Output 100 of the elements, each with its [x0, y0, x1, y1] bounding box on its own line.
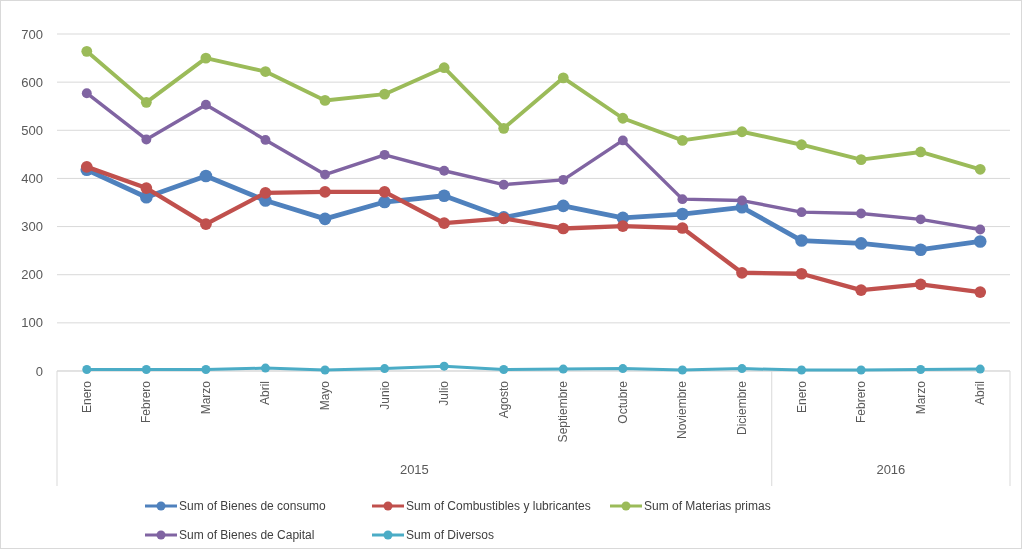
x-tick-label: Noviembre	[675, 380, 690, 440]
point	[141, 365, 151, 375]
point	[320, 365, 330, 375]
point	[320, 169, 330, 180]
x-tick-label: Febrero	[139, 380, 154, 424]
point	[380, 364, 390, 374]
point	[140, 182, 153, 194]
y-tick-label: 100	[21, 315, 43, 331]
point	[556, 199, 570, 213]
point	[617, 112, 629, 124]
point	[558, 174, 569, 185]
point	[557, 222, 570, 235]
point	[81, 45, 93, 57]
point	[916, 365, 926, 375]
point	[974, 163, 986, 175]
point	[914, 278, 927, 291]
legend-label: Sum of Diversos	[406, 528, 495, 543]
text: 2016	[876, 462, 906, 477]
point	[200, 99, 211, 110]
point	[439, 165, 450, 176]
x-tick-label: Abril	[258, 381, 273, 406]
x-tick-label: Enero	[79, 380, 94, 414]
point	[80, 161, 93, 173]
point	[438, 217, 451, 230]
point	[498, 179, 509, 190]
point	[378, 195, 391, 209]
point	[439, 361, 449, 371]
point	[260, 134, 271, 145]
point	[795, 234, 808, 247]
point	[677, 135, 688, 146]
y-tick-label: 700	[21, 26, 43, 42]
point	[616, 220, 629, 232]
point	[319, 95, 331, 106]
point	[378, 186, 391, 198]
point	[260, 363, 270, 373]
point	[617, 135, 628, 146]
legend-label: Sum of Bienes de Capital	[179, 528, 315, 543]
x-tick-label: Octubre	[615, 380, 630, 424]
point	[82, 365, 92, 375]
point	[797, 365, 807, 375]
point	[975, 224, 986, 235]
point	[81, 88, 92, 99]
point	[499, 365, 509, 375]
x-tick-label: Junio	[377, 380, 392, 410]
point	[796, 207, 807, 218]
x-tick-label: Enero	[794, 380, 809, 414]
point	[200, 218, 212, 231]
point	[498, 122, 510, 134]
point	[737, 195, 747, 206]
point	[856, 365, 866, 375]
point	[974, 286, 987, 298]
point	[796, 139, 807, 151]
point	[856, 208, 867, 219]
point	[737, 364, 747, 374]
point	[438, 62, 450, 74]
x-tick-label: Marzo	[198, 380, 213, 415]
point	[676, 207, 689, 221]
point	[676, 222, 689, 234]
point	[140, 96, 152, 108]
legend-label: Sum of Bienes de consumo	[179, 499, 327, 514]
y-tick-label: 400	[21, 170, 43, 186]
point	[915, 214, 926, 225]
point	[379, 149, 390, 160]
point	[318, 212, 332, 226]
point	[795, 267, 808, 280]
y-tick-label: 0	[35, 363, 43, 379]
point	[855, 284, 867, 296]
x-tick-label: Abril	[973, 381, 988, 406]
point	[558, 364, 568, 374]
y-tick-label: 600	[21, 74, 43, 90]
point	[259, 187, 272, 199]
x-tick-label: Febrero	[854, 380, 869, 424]
point	[914, 243, 927, 256]
x-tick-label: Septiembre	[556, 380, 571, 443]
text: 2015	[399, 462, 429, 477]
x-tick-label: Marzo	[913, 380, 928, 415]
point	[975, 364, 985, 374]
x-tick-label: Mayo	[318, 380, 333, 411]
point	[199, 169, 213, 183]
point	[677, 194, 688, 205]
legend-label: Sum of Materias primas	[644, 499, 771, 514]
point	[736, 266, 748, 279]
y-tick-label: 200	[21, 267, 43, 283]
point	[379, 88, 390, 100]
point	[973, 235, 987, 248]
point	[200, 52, 212, 64]
y-tick-label: 500	[21, 122, 43, 138]
point	[915, 146, 927, 158]
point	[557, 72, 569, 84]
x-tick-label: Diciembre	[734, 380, 749, 436]
point	[854, 237, 868, 250]
point	[141, 134, 152, 145]
point	[677, 365, 687, 375]
x-tick-label: Julio	[437, 380, 452, 406]
point	[736, 126, 748, 138]
point	[319, 186, 331, 198]
point	[437, 189, 451, 203]
legend-label: Sum of Combustibles y lubricantes	[406, 499, 591, 514]
x-tick-label: Agosto	[496, 380, 511, 419]
point	[260, 66, 271, 77]
